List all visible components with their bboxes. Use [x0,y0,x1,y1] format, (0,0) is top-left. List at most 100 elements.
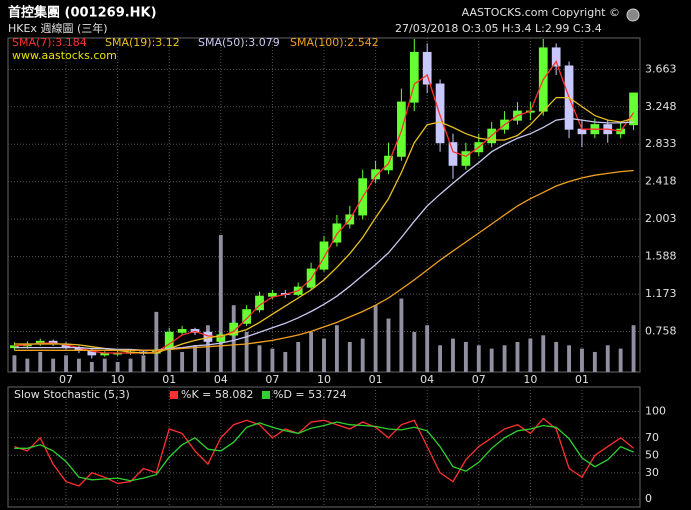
volume-bar [463,341,468,372]
volume-bar [386,318,391,372]
volume-bar [51,358,56,372]
quote: 27/03/2018 O:3.05 H:3.4 L:2.99 C:3.4 [395,22,602,35]
volume-bar [25,358,30,372]
volume-bar [360,338,365,372]
x-tick-label: 04 [420,373,434,386]
volume-bar [489,348,494,372]
volume-bar [38,351,43,372]
volume-bar [244,331,249,372]
y-tick-label: 1.173 [645,287,677,300]
website: www.aastocks.com [12,49,117,62]
volume-bar [167,338,172,372]
y-tick-label: 100 [645,405,666,418]
candle-body [422,51,432,85]
volume-bar [283,351,288,372]
x-tick-label: 07 [59,373,73,386]
volume-bar [399,298,404,372]
series-line [14,421,634,482]
x-tick-label: 07 [472,373,486,386]
x-tick-label: 01 [575,373,589,386]
series-line [14,60,635,354]
y-tick-label: 3.248 [645,100,677,113]
volume-bar [154,311,159,372]
legend-swatch [170,391,178,399]
volume-bar [322,338,326,372]
volume-bar [438,345,443,372]
candle-body [229,322,239,336]
settings-icon[interactable] [626,8,640,22]
volume-bar [141,355,146,372]
volume-bar [451,338,455,372]
volume-bar [180,351,185,372]
volume-bar [554,341,559,372]
volume-bar [425,325,430,372]
legend-label: SMA(7):3.184 [12,36,87,49]
volume-bar [115,361,120,372]
legend-label: SMA(100):2.542 [290,36,379,49]
volume-bar [347,341,352,372]
volume-bar [296,341,301,372]
copyright: AASTOCKS.com Copyright © [462,6,620,19]
candle-body [242,309,251,324]
volume-bar [231,305,236,372]
volume-bar [502,345,507,372]
volume-bar [128,358,133,372]
volume-bar [334,325,339,372]
x-tick-label: 10 [111,373,125,386]
candle-body [577,128,587,135]
chart-title: 首控集團 (001269.HK) [8,5,157,21]
volume-bar [618,348,623,372]
y-tick-label: 0 [645,492,652,505]
volume-bar [102,358,107,372]
y-tick-label: 1.588 [645,250,677,263]
volume-bar [270,348,275,372]
volume-bar [605,345,610,372]
volume-bar [12,355,17,372]
y-tick-label: 2.418 [645,175,677,188]
candle-body [629,92,638,126]
chart-subtitle: HKEx 週線圖 (三年) [8,21,108,35]
volume-bar [257,345,262,372]
volume-bar [567,345,571,372]
y-tick-label: 0.758 [645,325,677,338]
legend-label: SMA(50):3.079 [198,36,280,49]
y-tick-label: 70 [645,431,659,444]
volume-bar [218,235,223,372]
volume-bar [580,348,584,372]
series-line [14,169,634,351]
candle-body [216,334,226,342]
x-tick-label: 10 [317,373,331,386]
legend-label: %D = 53.724 [273,388,347,401]
volume-bar [515,341,520,372]
volume-bar [89,361,94,372]
candle-body [319,241,329,270]
candle-body [268,292,277,297]
volume-bar [373,305,378,372]
series-line [14,117,634,351]
volume-bar [205,325,210,372]
y-tick-label: 3.663 [645,62,677,75]
y-tick-label: 2.833 [645,137,677,150]
x-tick-label: 10 [523,373,537,386]
volume-bar [631,325,636,372]
stoch-title: Slow Stochastic (5,3) [14,388,130,401]
candle-body [448,142,458,166]
volume-bar [541,335,546,372]
legend-swatch [262,391,270,399]
x-tick-label: 04 [214,373,228,386]
volume-bar [193,345,197,372]
candle-body [177,329,187,333]
y-tick-label: 2.003 [645,212,677,225]
volume-bar [592,351,597,372]
volume-bar [64,355,68,372]
volume-bar [77,358,81,372]
y-tick-label: 50 [645,448,659,461]
volume-bar [476,345,481,372]
candle-body [551,47,561,67]
candle-body [435,83,445,144]
legend-label: SMA(19):3.12 [105,36,180,49]
candle-body [461,151,471,166]
x-tick-label: 07 [265,373,279,386]
